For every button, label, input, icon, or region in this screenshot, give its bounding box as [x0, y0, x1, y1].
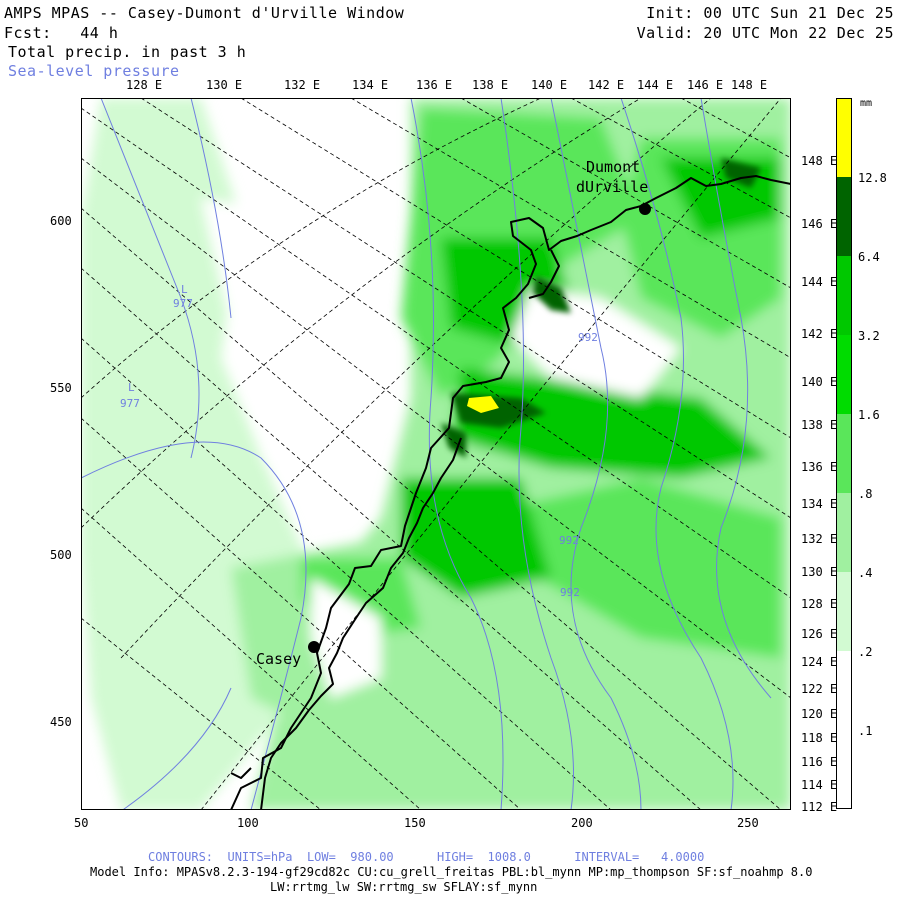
model-info-physics: LW:rrtmg_lw SW:rrtmg_sw SFLAY:sf_mynn	[270, 880, 538, 894]
dumont-label: Dumont	[586, 158, 640, 176]
right-lon-label: 146 E	[801, 217, 838, 231]
precipitation-map: Dumont dUrville Casey L 977 L 977 992 99…	[81, 98, 791, 810]
top-lon-label: 140 E	[531, 78, 568, 92]
right-lon-label: 130 E	[801, 565, 838, 579]
right-lon-label: 144 E	[801, 275, 838, 289]
right-lon-label: 120 E	[801, 707, 838, 721]
bottom-axis-label: 50	[74, 816, 89, 830]
pressure-contours	[81, 98, 772, 810]
right-lon-label: 122 E	[801, 682, 838, 696]
legend-frame	[836, 98, 852, 809]
right-lon-label: 128 E	[801, 597, 838, 611]
right-lon-label: 126 E	[801, 627, 838, 641]
top-lon-label: 132 E	[284, 78, 321, 92]
right-lon-label: 114 E	[801, 778, 838, 792]
casey-station	[308, 641, 320, 653]
top-lon-label: 144 E	[637, 78, 674, 92]
bottom-axis-label: 250	[737, 816, 759, 830]
top-lon-label: 148 E	[731, 78, 768, 92]
top-lon-label: 146 E	[687, 78, 724, 92]
legend-swatch-below	[836, 730, 852, 809]
right-lon-label: 116 E	[801, 755, 838, 769]
dumont-durville-station	[639, 203, 651, 215]
overlay-name: Sea-level pressure	[8, 62, 180, 80]
bottom-axis-label: 150	[404, 816, 426, 830]
right-lon-label: 118 E	[801, 731, 838, 745]
top-lon-label: 142 E	[588, 78, 625, 92]
dumont-label: dUrville	[576, 178, 648, 196]
pressure-label: 977	[120, 397, 140, 410]
legend-level-label: .4	[858, 566, 873, 580]
left-axis-label: 550	[50, 381, 72, 395]
legend-level-label: .2	[858, 645, 873, 659]
right-lon-label: 124 E	[801, 655, 838, 669]
right-lon-label: 134 E	[801, 497, 838, 511]
legend-level-label: 1.6	[858, 408, 880, 422]
top-lon-label: 136 E	[416, 78, 453, 92]
pressure-label: 992	[578, 331, 598, 344]
model-info: Model Info: MPASv8.2.3-194-gf29cd82c CU:…	[90, 865, 813, 879]
casey-label: Casey	[256, 650, 301, 668]
legend-level-label: .1	[858, 724, 873, 738]
right-lon-label: 138 E	[801, 418, 838, 432]
legend-swatch-6.4	[836, 177, 852, 256]
contour-info: CONTOURS: UNITS=hPa LOW= 980.00 HIGH= 10…	[148, 850, 705, 864]
right-lon-label: 148 E	[801, 154, 838, 168]
field-name: Total precip. in past 3 h	[8, 43, 247, 61]
legend-level-label: 3.2	[858, 329, 880, 343]
top-lon-label: 138 E	[472, 78, 509, 92]
map-title: AMPS MPAS -- Casey-Dumont d'Urville Wind…	[4, 4, 405, 22]
left-axis-label: 450	[50, 715, 72, 729]
legend-units: mm	[860, 98, 873, 109]
legend-level-label: .8	[858, 487, 873, 501]
legend-swatch-12.8	[836, 98, 852, 177]
right-lon-label: 136 E	[801, 460, 838, 474]
forecast-hour: Fcst: 44 h	[4, 24, 119, 42]
legend-swatch-0.2	[836, 572, 852, 651]
pressure-label: 992	[560, 586, 580, 599]
left-axis-label: 600	[50, 214, 72, 228]
right-lon-label: 140 E	[801, 375, 838, 389]
legend-swatch-0.8	[836, 414, 852, 493]
bottom-axis-label: 100	[237, 816, 259, 830]
bottom-axis-label: 200	[571, 816, 593, 830]
latlon-grid	[81, 98, 791, 810]
top-lon-label: 128 E	[126, 78, 163, 92]
valid-time: Valid: 20 UTC Mon 22 Dec 25	[636, 24, 894, 42]
legend-swatch-0.4	[836, 493, 852, 572]
legend-swatch-1.6	[836, 335, 852, 414]
top-lon-label: 130 E	[206, 78, 243, 92]
legend-level-label: 12.8	[858, 171, 887, 185]
precip-legend	[836, 98, 852, 809]
right-lon-label: 142 E	[801, 327, 838, 341]
legend-swatch-3.2	[836, 256, 852, 335]
left-axis-label: 500	[50, 548, 72, 562]
low-center-label: L	[128, 381, 135, 394]
low-center-label: L	[181, 283, 188, 296]
pressure-label: 992	[559, 534, 579, 547]
precip-max-yellow	[467, 396, 499, 413]
right-lon-label: 132 E	[801, 532, 838, 546]
legend-level-label: 6.4	[858, 250, 880, 264]
map-frame	[81, 98, 791, 810]
legend-swatch-0.1	[836, 651, 852, 730]
init-time: Init: 00 UTC Sun 21 Dec 25	[646, 4, 894, 22]
pressure-label: 977	[173, 297, 193, 310]
top-lon-label: 134 E	[352, 78, 389, 92]
right-lon-label: 112 E	[801, 800, 838, 814]
